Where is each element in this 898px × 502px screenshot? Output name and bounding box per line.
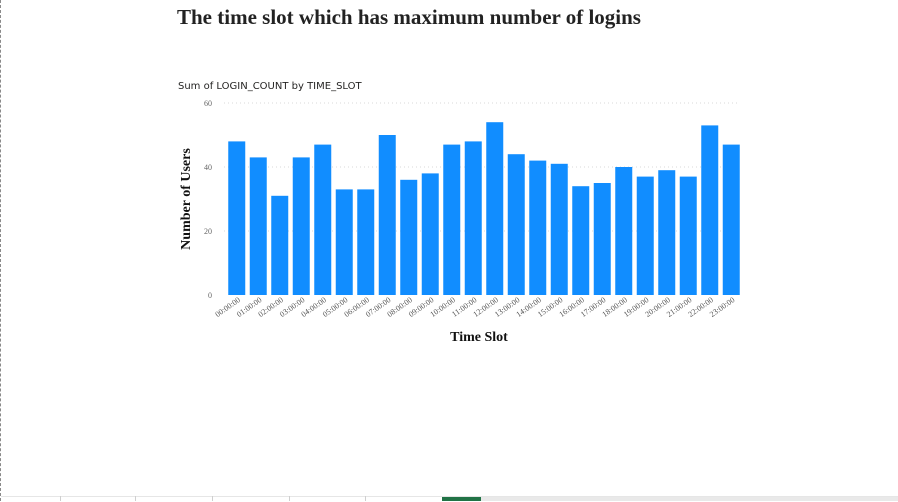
bar-05:00:00[interactable] bbox=[335, 189, 353, 295]
y-axis-ticks: 0 20 40 60 bbox=[204, 99, 212, 300]
bar-01:00:00[interactable] bbox=[249, 157, 267, 295]
bar-23:00:00[interactable] bbox=[722, 144, 740, 295]
y-tick-label: 20 bbox=[204, 227, 212, 236]
tab-separator bbox=[365, 496, 366, 501]
bar-19:00:00[interactable] bbox=[636, 176, 654, 295]
bar-06:00:00[interactable] bbox=[357, 189, 375, 295]
bar-04:00:00[interactable] bbox=[314, 144, 332, 295]
bar-13:00:00[interactable] bbox=[507, 154, 525, 295]
bar-00:00:00[interactable] bbox=[228, 141, 246, 295]
sheet-tab-active[interactable] bbox=[442, 497, 481, 501]
bar-20:00:00[interactable] bbox=[658, 170, 676, 295]
y-tick-label: 0 bbox=[208, 291, 212, 300]
bar-08:00:00[interactable] bbox=[400, 179, 418, 295]
x-axis-title: Time Slot bbox=[450, 330, 508, 345]
bar-02:00:00[interactable] bbox=[271, 195, 289, 295]
sheet-tab-bar-fill bbox=[481, 497, 898, 501]
visual-title: Sum of LOGIN_COUNT by TIME_SLOT bbox=[178, 81, 362, 92]
bar-15:00:00[interactable] bbox=[550, 163, 568, 295]
y-tick-label: 60 bbox=[204, 99, 212, 108]
page-left-border bbox=[0, 0, 2, 501]
y-axis-title: Number of Users bbox=[179, 148, 194, 250]
y-tick-label: 40 bbox=[204, 163, 212, 172]
bar-22:00:00[interactable] bbox=[701, 125, 719, 296]
bar-03:00:00[interactable] bbox=[292, 157, 310, 295]
bar-21:00:00[interactable] bbox=[679, 176, 697, 295]
tab-separator bbox=[289, 496, 290, 501]
bar-10:00:00[interactable] bbox=[443, 144, 461, 295]
x-axis-ticks: 00:00:0001:00:0002:00:0003:00:0004:00:00… bbox=[213, 295, 736, 319]
bar-16:00:00[interactable] bbox=[572, 186, 590, 295]
tab-separator bbox=[212, 496, 213, 501]
bars[interactable] bbox=[228, 122, 740, 296]
tab-separator bbox=[60, 496, 61, 501]
bar-18:00:00[interactable] bbox=[615, 167, 633, 295]
tab-separator bbox=[135, 496, 136, 501]
bar-09:00:00[interactable] bbox=[421, 173, 439, 295]
bar-07:00:00[interactable] bbox=[378, 135, 396, 295]
bar-17:00:00[interactable] bbox=[593, 183, 611, 295]
bar-11:00:00[interactable] bbox=[464, 141, 482, 295]
page-title: The time slot which has maximum number o… bbox=[177, 5, 641, 29]
bar-14:00:00[interactable] bbox=[529, 160, 547, 295]
bar-12:00:00[interactable] bbox=[486, 122, 504, 295]
